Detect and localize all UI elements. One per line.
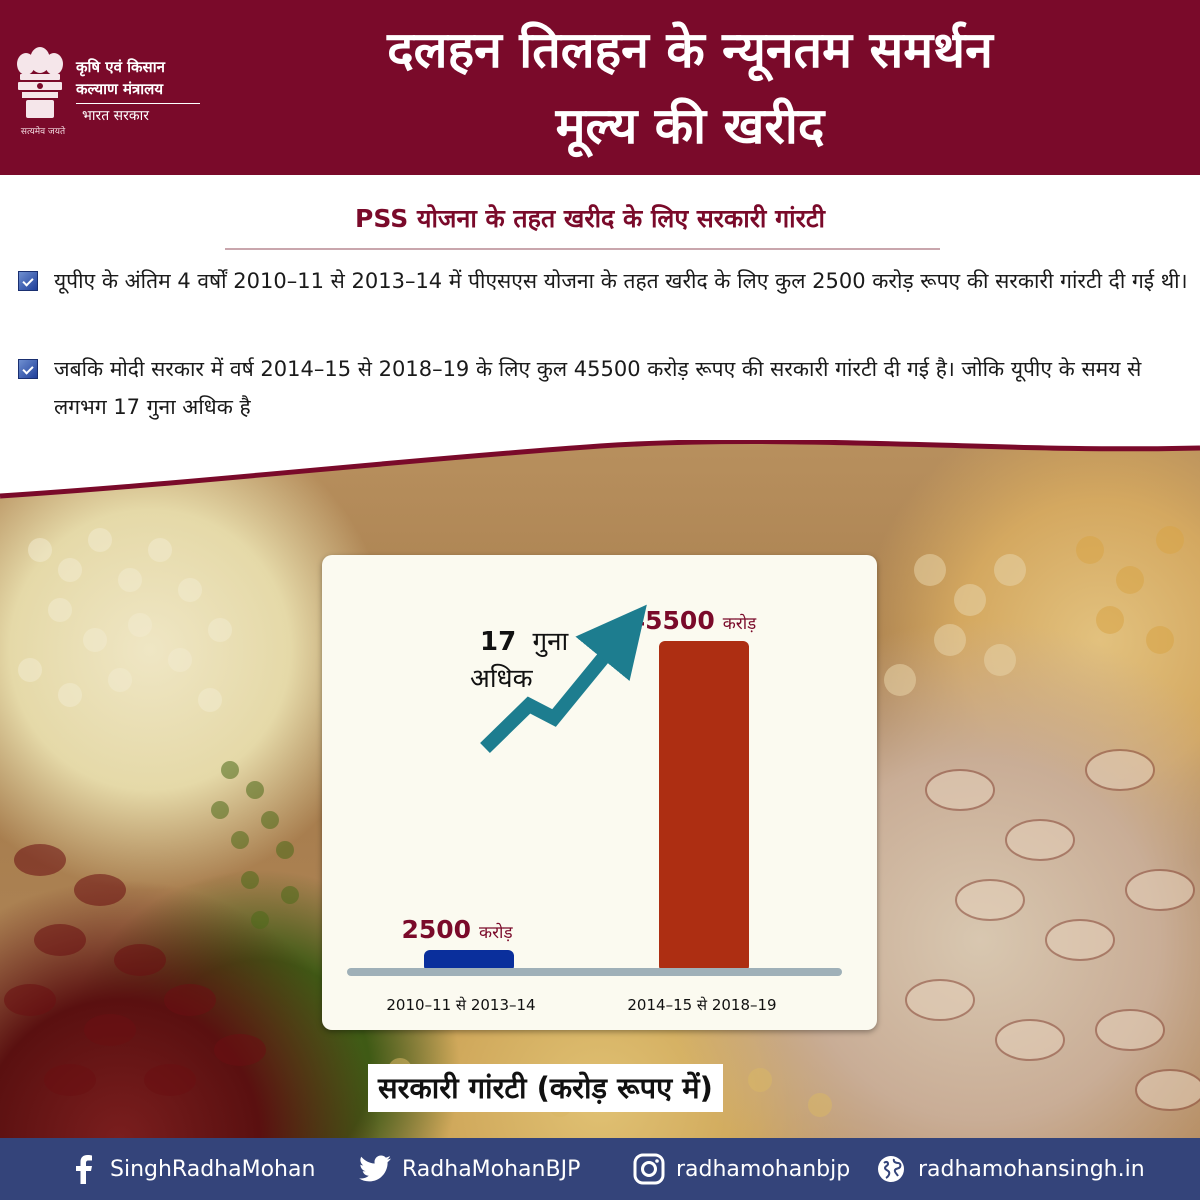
- bar-2: [659, 640, 749, 972]
- x-tick-label: 2014–15 से 2018–19: [627, 996, 776, 1014]
- facebook-icon: [66, 1152, 100, 1186]
- header-banner: सत्यमेव जयते कृषि एवं किसान कल्याण मंत्र…: [0, 0, 1200, 175]
- annotation-number: 17: [480, 627, 516, 657]
- bullet-text: जबकि मोदी सरकार में वर्ष 2014–15 से 2018…: [54, 357, 1142, 419]
- bullet-text: यूपीए के अंतिम 4 वर्षों 2010–11 से 2013–…: [54, 269, 1188, 293]
- chart-panel: 2500 करोड़ 2010–11 से 2013–14 45500 करोड़ 201…: [322, 555, 877, 1030]
- website-url: radhamohansingh.in: [918, 1156, 1145, 1182]
- growth-arrow-icon: [480, 604, 647, 754]
- bar-value-unit: करोड़: [723, 613, 757, 634]
- subtitle-divider: [225, 248, 940, 250]
- bar-value-number: 45500: [628, 606, 715, 635]
- instagram-handle: radhamohanbjp: [676, 1156, 851, 1182]
- globe-icon: [874, 1152, 908, 1186]
- instagram-link[interactable]: radhamohanbjp: [632, 1138, 850, 1200]
- ministry-line-2: कल्याण मंत्रालय: [76, 78, 200, 104]
- chart-caption: सरकारी गांरटी (करोड़ रूपए में): [368, 1064, 723, 1112]
- annotation-word: गुना: [532, 627, 569, 657]
- ministry-line-1: कृषि एवं किसान: [76, 58, 165, 76]
- instagram-icon: [632, 1152, 666, 1186]
- bar-value-label: 45500 करोड़: [628, 606, 757, 635]
- twitter-handle: RadhaMohanBJP: [402, 1156, 581, 1182]
- bar-value-unit: करोड़: [479, 922, 513, 943]
- bar-value-label: 2500 करोड़: [401, 915, 513, 944]
- annotation-line-2: अधिक: [470, 663, 534, 694]
- checkbox-bullet-icon: [18, 271, 38, 291]
- website-link[interactable]: radhamohansingh.in: [874, 1138, 1145, 1200]
- national-emblem-icon: [12, 42, 68, 134]
- ministry-name: कृषि एवं किसान कल्याण मंत्रालय भारत सरका…: [76, 56, 200, 128]
- bar-chart: 2500 करोड़ 2010–11 से 2013–14 45500 करोड़ 201…: [347, 604, 842, 1014]
- page-title-line-2: मूल्य की खरीद: [555, 97, 825, 155]
- x-tick-label: 2010–11 से 2013–14: [386, 996, 535, 1014]
- section-subtitle: PSS योजना के तहत खरीद के लिए सरकारी गांर…: [355, 204, 825, 233]
- facebook-link[interactable]: SinghRadhaMohan: [66, 1138, 315, 1200]
- bar-1: [424, 950, 514, 972]
- social-footer: SinghRadhaMohan RadhaMohanBJP radhamohan…: [0, 1138, 1200, 1200]
- bullet-item: यूपीए के अंतिम 4 वर्षों 2010–11 से 2013–…: [18, 262, 1188, 300]
- ministry-line-3: भारत सरकार: [82, 108, 149, 124]
- wave-divider: [0, 440, 1200, 499]
- bar-value-number: 2500: [401, 915, 471, 944]
- page-title: दलहन तिलहन के न्यूनतम समर्थन मूल्य की खर…: [220, 12, 1160, 164]
- twitter-link[interactable]: RadhaMohanBJP: [358, 1138, 580, 1200]
- emblem-motto: सत्यमेव जयते: [20, 127, 66, 137]
- page-title-line-1: दलहन तिलहन के न्यूनतम समर्थन: [387, 21, 993, 79]
- checkbox-bullet-icon: [18, 359, 38, 379]
- x-axis-baseline: [347, 968, 842, 976]
- twitter-icon: [358, 1152, 392, 1186]
- bullet-item: जबकि मोदी सरकार में वर्ष 2014–15 से 2018…: [18, 350, 1188, 426]
- facebook-handle: SinghRadhaMohan: [110, 1156, 316, 1182]
- annotation-line-1: 17 गुना: [480, 627, 570, 657]
